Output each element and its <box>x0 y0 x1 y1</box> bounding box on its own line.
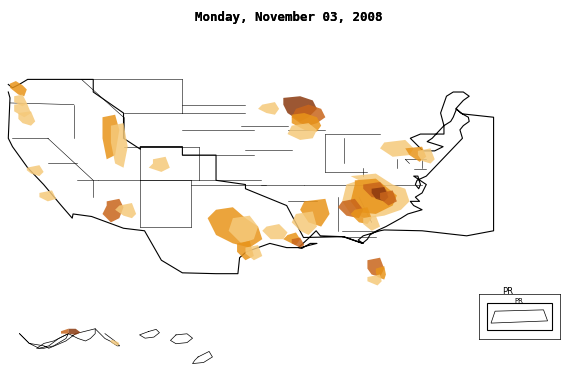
Polygon shape <box>351 178 397 214</box>
Polygon shape <box>208 207 263 248</box>
Polygon shape <box>103 115 119 159</box>
Text: PR: PR <box>515 298 524 304</box>
Polygon shape <box>342 174 410 218</box>
Polygon shape <box>263 224 287 239</box>
Polygon shape <box>149 157 170 172</box>
Polygon shape <box>111 123 128 168</box>
Text: Monday, November 03, 2008: Monday, November 03, 2008 <box>195 11 382 24</box>
Polygon shape <box>14 103 31 117</box>
Polygon shape <box>287 123 317 140</box>
Polygon shape <box>363 216 380 231</box>
Text: Monday, November 03, 2008: Monday, November 03, 2008 <box>195 11 382 24</box>
Polygon shape <box>292 113 321 131</box>
Polygon shape <box>380 140 414 157</box>
Polygon shape <box>228 216 258 243</box>
Polygon shape <box>338 199 363 218</box>
Polygon shape <box>363 182 388 199</box>
Polygon shape <box>418 148 434 163</box>
Polygon shape <box>27 165 44 176</box>
Polygon shape <box>368 275 382 286</box>
Polygon shape <box>10 81 27 96</box>
Polygon shape <box>245 245 263 260</box>
Polygon shape <box>258 102 279 115</box>
Polygon shape <box>283 233 300 245</box>
Polygon shape <box>351 207 372 224</box>
Polygon shape <box>18 112 35 125</box>
Polygon shape <box>292 105 325 125</box>
Polygon shape <box>237 241 254 260</box>
Polygon shape <box>300 199 329 227</box>
Polygon shape <box>103 199 123 222</box>
Polygon shape <box>405 147 426 162</box>
Polygon shape <box>292 212 317 235</box>
Polygon shape <box>68 329 81 335</box>
Polygon shape <box>39 190 56 201</box>
Polygon shape <box>110 340 119 346</box>
Polygon shape <box>380 190 397 206</box>
Polygon shape <box>61 329 68 334</box>
Polygon shape <box>376 266 386 280</box>
Polygon shape <box>372 187 388 201</box>
Text: PR: PR <box>502 287 514 296</box>
Polygon shape <box>292 237 304 248</box>
Polygon shape <box>368 258 384 277</box>
Polygon shape <box>115 203 136 218</box>
Text: USGS: USGS <box>36 355 66 365</box>
Polygon shape <box>283 96 317 121</box>
Polygon shape <box>14 95 27 106</box>
